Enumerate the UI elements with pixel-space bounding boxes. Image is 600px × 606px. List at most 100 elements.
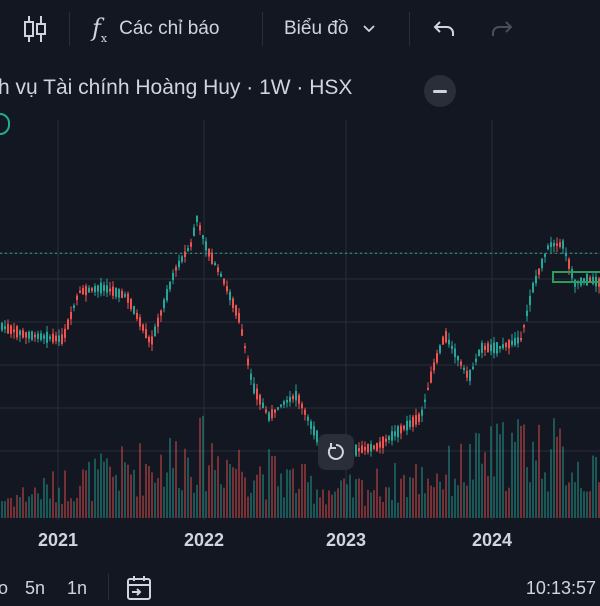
candle [277, 407, 279, 410]
candle [523, 325, 525, 328]
range-button-1n[interactable]: 1n [67, 578, 88, 598]
candle [391, 431, 393, 441]
candle [550, 242, 552, 247]
candle [304, 409, 306, 415]
range-button-5n[interactable]: 5n [25, 578, 46, 598]
candle [118, 289, 120, 298]
volume-bar [37, 493, 39, 518]
volume-bar [325, 504, 327, 518]
volume-bar [319, 497, 321, 518]
volume-bar [235, 468, 237, 518]
candle [148, 336, 150, 343]
candle [190, 242, 192, 247]
candlestick-icon[interactable] [22, 0, 48, 58]
volume-bar [328, 490, 330, 518]
candle [466, 370, 468, 378]
range-button[interactable]: o [0, 578, 9, 598]
x-tick-label: 2024 [471, 530, 513, 550]
reset-icon[interactable] [318, 434, 354, 470]
candle [73, 305, 75, 309]
volume-bar [256, 474, 258, 518]
candle [526, 310, 528, 317]
volume-bar [541, 478, 543, 518]
candle [313, 426, 315, 436]
volume-bar [400, 478, 402, 518]
candle [22, 330, 24, 338]
volume-bar [190, 476, 192, 518]
candle [454, 348, 456, 358]
candle [379, 441, 381, 448]
volume-bar [16, 494, 18, 518]
volume-bar [127, 464, 129, 518]
candle [505, 342, 507, 348]
candle [271, 409, 273, 419]
volume-bar [289, 469, 291, 518]
volume-bar [154, 482, 156, 518]
function-icon: fx [92, 13, 108, 45]
volume-bar [370, 492, 372, 518]
candle [490, 344, 492, 352]
volume-bar [433, 487, 435, 518]
candle [316, 430, 318, 443]
candle [67, 319, 69, 330]
candle [19, 330, 21, 336]
volume-bar [274, 455, 276, 518]
candle [301, 403, 303, 409]
candle [91, 288, 93, 291]
candle [496, 342, 498, 354]
candle [214, 262, 216, 266]
chart-grid [0, 120, 600, 520]
candle [424, 399, 426, 403]
candle [115, 287, 117, 297]
volume-bar [121, 446, 123, 518]
volume-bar [163, 486, 165, 518]
candle [49, 336, 51, 339]
candle [472, 366, 474, 370]
chart-type-button[interactable]: Biểu đồ [284, 0, 376, 58]
volume-bar [199, 417, 201, 518]
candle [286, 400, 288, 403]
volume-bar [67, 501, 69, 518]
volume-bar [82, 469, 84, 518]
calendar-goto-icon[interactable] [126, 575, 154, 606]
redo-icon[interactable] [490, 0, 514, 58]
minus-icon[interactable] [424, 75, 456, 107]
candle [181, 256, 183, 262]
volume-bar [208, 465, 210, 518]
candle [247, 358, 249, 366]
volume-bar [4, 501, 6, 518]
price-chart[interactable] [0, 120, 600, 520]
volume-bar [565, 485, 567, 518]
volume-bar [238, 449, 240, 518]
volume-bar [286, 469, 288, 518]
volume-bar [28, 496, 30, 518]
candle [433, 362, 435, 371]
undo-icon[interactable] [432, 0, 456, 58]
indicators-button[interactable]: fx Các chỉ báo [92, 0, 219, 58]
volume-bar [307, 482, 309, 518]
candle [226, 286, 228, 292]
volume-bar [298, 488, 300, 518]
volume-bar [529, 482, 531, 518]
volume-bar [406, 497, 408, 518]
candle [358, 448, 360, 452]
candle [289, 396, 291, 402]
volume-bar [445, 474, 447, 518]
candle [238, 312, 240, 323]
candle [298, 395, 300, 404]
volume-bar [349, 474, 351, 518]
volume-bar [595, 456, 597, 518]
volume-bar [280, 473, 282, 518]
candle [31, 331, 33, 340]
volume-bar [10, 498, 12, 518]
volume-bar [520, 425, 522, 518]
volume-bar [118, 490, 120, 518]
candle [79, 290, 81, 293]
price-box [552, 271, 600, 283]
candle [487, 343, 489, 353]
volume-bar [496, 423, 498, 518]
candle [520, 337, 522, 341]
candle [184, 251, 186, 257]
top-toolbar: fx Các chỉ báo Biểu đồ [0, 0, 600, 58]
candle [367, 444, 369, 453]
